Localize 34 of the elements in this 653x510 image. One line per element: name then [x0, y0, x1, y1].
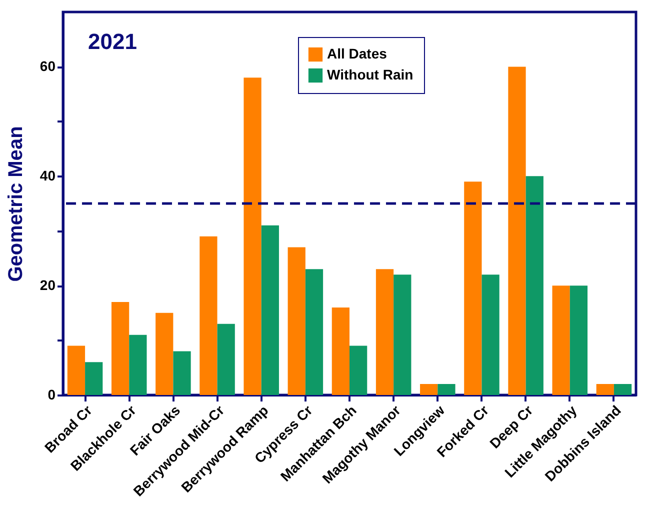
bar	[67, 346, 86, 395]
bar	[420, 384, 438, 395]
bar	[508, 66, 526, 395]
bar	[464, 182, 482, 395]
bar	[376, 269, 394, 395]
bar	[200, 236, 218, 395]
y-tick-label: 40	[40, 168, 56, 184]
legend-label: All Dates	[327, 46, 388, 62]
bar	[482, 274, 500, 395]
bar	[350, 346, 368, 395]
annotation: 2021	[88, 29, 137, 54]
bar	[85, 362, 103, 395]
bar	[614, 384, 632, 395]
bar	[111, 302, 130, 395]
bar	[305, 269, 324, 395]
bar	[173, 351, 191, 395]
bar	[129, 334, 147, 395]
bar	[570, 286, 588, 395]
bar	[438, 384, 456, 395]
bar	[217, 324, 235, 395]
bar	[288, 247, 306, 395]
bar	[261, 225, 279, 395]
bar	[526, 176, 544, 395]
y-tick-label: 60	[40, 58, 56, 74]
y-tick-label: 0	[48, 386, 56, 402]
bar	[156, 312, 174, 395]
bar	[596, 384, 614, 395]
legend-label: Without Rain	[327, 66, 414, 82]
bar	[332, 307, 350, 395]
y-tick-label: 20	[40, 277, 56, 294]
bar	[552, 286, 570, 395]
bar	[244, 78, 262, 395]
y-axis-title: Geometric Mean	[4, 126, 27, 282]
bar	[394, 274, 412, 395]
